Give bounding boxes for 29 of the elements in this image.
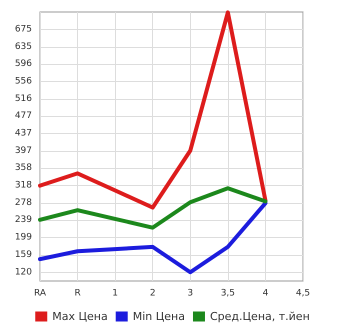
- y-tick-label: 397: [14, 146, 32, 156]
- y-tick-label: 556: [14, 76, 32, 87]
- y-tick-label: 278: [14, 198, 32, 208]
- legend-label: Сред.Цена, т.йен: [210, 310, 310, 323]
- line-series: [38, 201, 268, 274]
- y-tick-label: 516: [14, 94, 32, 104]
- line-series: [38, 186, 268, 230]
- legend-label: Max Цена: [52, 310, 108, 323]
- y-tick-label: 596: [14, 59, 32, 70]
- y-tick-label: 318: [14, 180, 32, 191]
- x-tick-label: 3: [187, 288, 194, 298]
- y-tick-label: 635: [14, 42, 32, 52]
- y-tick-label: 675: [14, 24, 32, 34]
- line-series: [38, 10, 268, 210]
- y-tick-label: 477: [14, 111, 32, 122]
- x-tick-label: 4,5: [296, 288, 310, 298]
- y-tick-label: 159: [14, 250, 32, 260]
- x-tick-label: 4: [262, 288, 269, 298]
- legend-label: Min Цена: [132, 310, 185, 323]
- x-tick-label: 2: [150, 288, 156, 298]
- y-tick-label: 358: [14, 163, 32, 174]
- y-tick-label: 437: [14, 128, 32, 139]
- x-tick-label: R: [74, 288, 81, 298]
- x-tick-label: RA: [34, 288, 47, 298]
- x-tick-label: 3,5: [220, 288, 236, 298]
- x-tick-label: 1: [112, 288, 118, 298]
- y-tick-label: 239: [14, 215, 32, 226]
- y-tick-label: 199: [14, 232, 32, 243]
- y-tick-label: 120: [14, 267, 32, 278]
